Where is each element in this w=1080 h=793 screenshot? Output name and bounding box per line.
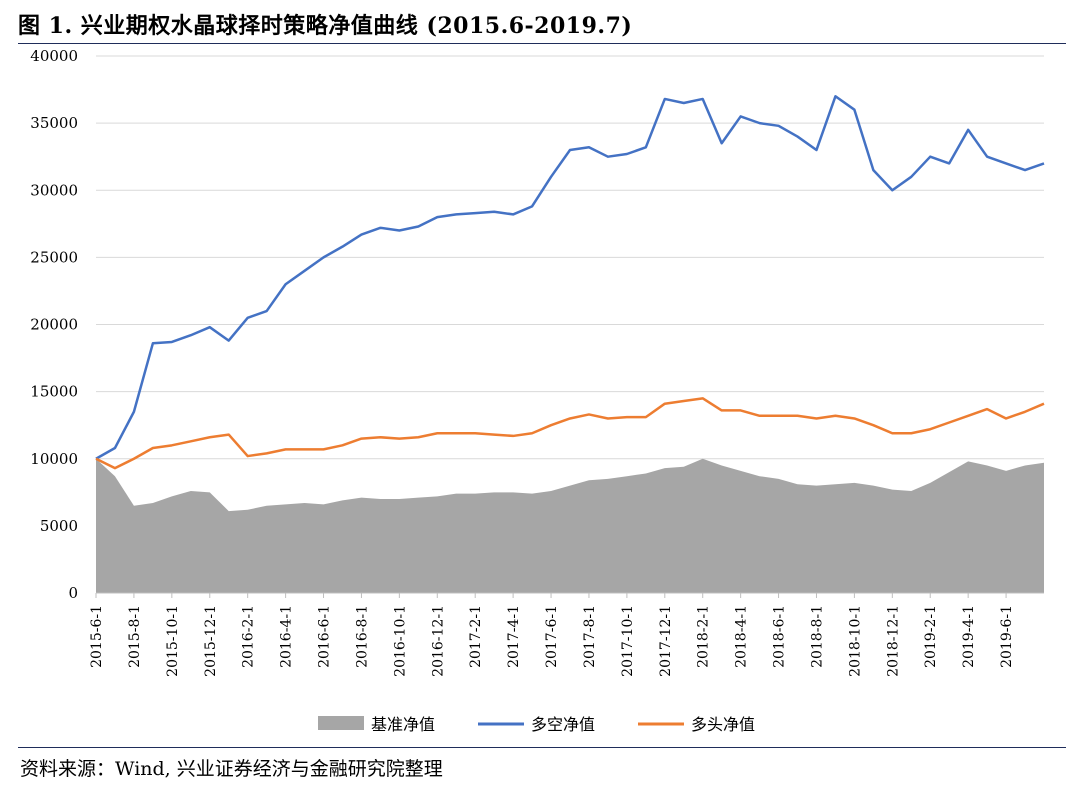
legend-label: 基准净值 — [371, 715, 435, 734]
x-tick-label: 2018-2-1 — [696, 605, 712, 668]
bottom-rule — [18, 747, 1066, 748]
legend-label: 多头净值 — [691, 715, 755, 734]
x-tick-label: 2016-12-1 — [430, 605, 446, 677]
x-tick-label: 2018-10-1 — [847, 605, 863, 677]
y-tick-label: 20000 — [30, 316, 78, 334]
legend-item-1: 多空净值 — [478, 715, 595, 734]
y-tick-label: 40000 — [30, 47, 78, 65]
legend: 基准净值 多空净值 多头净值 — [318, 715, 755, 734]
legend-label: 多空净值 — [531, 715, 595, 734]
series-lines-layer — [95, 95, 1045, 470]
x-tick-label: 2016-4-1 — [279, 605, 295, 668]
series-line-2 — [95, 397, 1045, 470]
x-tick-label: 2018-12-1 — [885, 605, 901, 677]
x-tick-label: 2015-12-1 — [203, 605, 219, 677]
x-tick-label: 2018-6-1 — [772, 605, 788, 668]
x-tick-label: 2018-8-1 — [809, 605, 825, 668]
x-tick-label: 2017-10-1 — [620, 605, 636, 677]
x-tick-label: 2019-6-1 — [999, 605, 1015, 668]
x-axis: 2015-6-1 2015-8-1 2015-10-1 2015-12-1 2016-2… — [89, 592, 1044, 677]
x-tick-label: 2016-8-1 — [354, 605, 370, 668]
x-tick-label: 2018-4-1 — [734, 605, 750, 668]
x-tick-label: 2016-6-1 — [317, 605, 333, 668]
y-tick-label: 35000 — [30, 114, 78, 132]
x-tick-label: 2017-6-1 — [544, 605, 560, 668]
benchmark-area-layer — [96, 458, 1044, 593]
y-tick-label: 10000 — [30, 450, 78, 468]
figure-title: 图 1. 兴业期权水晶球择时策略净值曲线 (2015.6-2019.7) — [18, 13, 633, 39]
y-tick-label: 25000 — [30, 248, 78, 266]
x-tick-label: 2019-4-1 — [961, 605, 977, 668]
x-tick-label: 2017-4-1 — [506, 605, 522, 668]
x-tick-label: 2016-2-1 — [241, 605, 257, 668]
legend-swatch-area — [318, 716, 364, 730]
x-tick-label: 2016-10-1 — [392, 605, 408, 677]
x-tick-label: 2015-8-1 — [127, 605, 143, 668]
y-tick-label: 30000 — [30, 181, 78, 199]
y-axis: 0 5000 10000 15000 20000 25000 30000 35000 40000 — [30, 47, 78, 602]
source-note: 资料来源：Wind, 兴业证券经济与金融研究院整理 — [20, 758, 443, 780]
x-tick-label: 2015-10-1 — [165, 605, 181, 677]
series-area-benchmark — [96, 458, 1044, 593]
y-tick-label: 5000 — [40, 517, 78, 535]
legend-item-0: 基准净值 — [318, 715, 435, 734]
x-tick-label: 2019-2-1 — [923, 605, 939, 668]
top-rule — [18, 43, 1066, 44]
series-line-1 — [95, 95, 1045, 460]
net-value-chart: 0 5000 10000 15000 20000 25000 30000 35000 40000… — [30, 47, 1045, 734]
y-tick-label: 0 — [68, 584, 78, 602]
x-tick-label: 2017-12-1 — [658, 605, 674, 677]
x-tick-label: 2017-8-1 — [582, 605, 598, 668]
x-tick-label: 2017-2-1 — [468, 605, 484, 668]
y-tick-label: 15000 — [30, 383, 78, 401]
legend-item-2: 多头净值 — [638, 715, 755, 734]
x-tick-label: 2015-6-1 — [89, 605, 105, 668]
